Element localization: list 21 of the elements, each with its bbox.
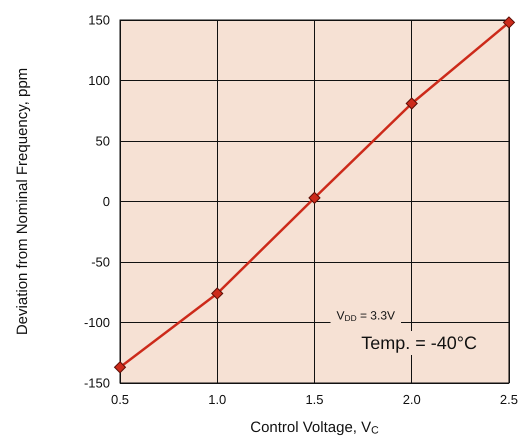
x-tick-label: 2.5 [500,392,518,407]
point [211,287,224,300]
y-tick-label: 0 [102,194,110,209]
x-axis-title: Control Voltage, VC [250,419,380,436]
point [406,97,418,110]
point [114,361,126,374]
y-tick-label: 150 [88,12,110,28]
x-tick-label: 1.0 [208,392,226,407]
x-tick-label: 0.5 [110,392,130,407]
y-tick-label: -50 [91,254,110,270]
annotation: VDD = 3.3V [336,308,396,323]
y-tick-label: 100 [88,73,110,88]
point [308,192,320,204]
y-tick-label: 50 [96,134,110,148]
y-axis-title: Deviation from Nominal Frequency, ppm [14,68,31,336]
x-tick-label: 1.5 [305,392,324,407]
y-tick-label: -150 [84,376,110,390]
annotation: Temp. = -40°C [361,333,478,353]
point [502,16,515,28]
x-tick-label: 2.0 [402,392,421,407]
y-tick-label: -100 [84,315,110,330]
